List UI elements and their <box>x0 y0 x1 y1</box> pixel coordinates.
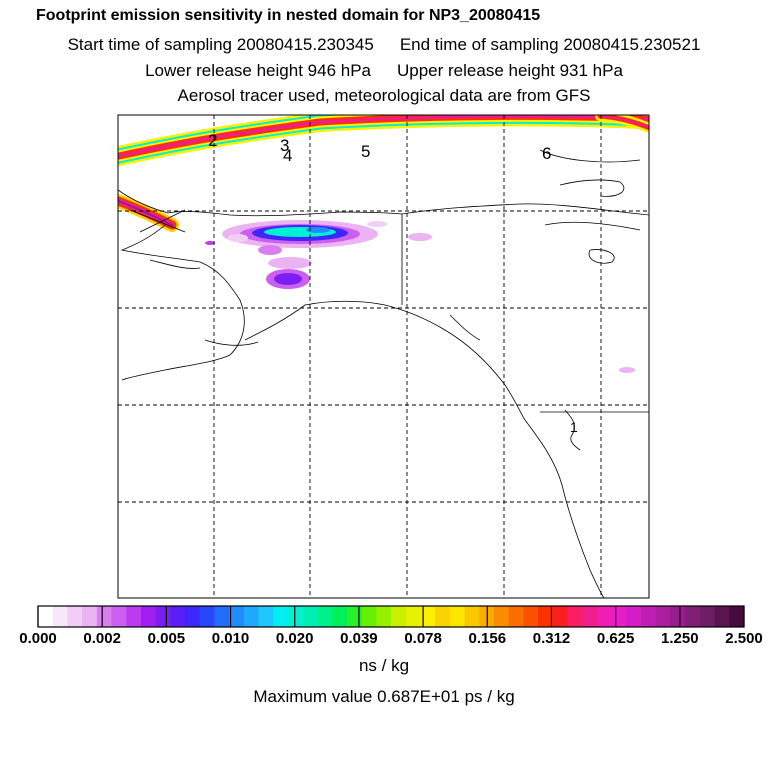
colorbar-tick-label: 0.010 <box>211 630 250 647</box>
colorbar-tick-label: 0.002 <box>83 630 121 647</box>
track-label: 2 <box>208 131 217 150</box>
map-content: 2 3 4 5 6 1 <box>118 115 649 598</box>
colorbar-swatch <box>273 606 289 627</box>
end-time-label: End time of sampling <box>399 35 559 54</box>
colorbar-swatch <box>38 606 54 627</box>
sampling-time-line: Start time of sampling 20080415.230345 En… <box>0 35 768 55</box>
track-band-upper <box>118 115 649 167</box>
colorbar-swatch <box>288 606 304 627</box>
colorbar-swatch <box>243 606 260 627</box>
upper-release-value: 931 hPa <box>559 61 623 80</box>
colorbar-swatch <box>714 606 730 627</box>
colorbar-tick-label: 0.078 <box>404 630 442 647</box>
colorbar-swatch <box>611 606 627 627</box>
colorbar-swatch <box>52 606 68 627</box>
colorbar-swatch <box>111 606 127 627</box>
max-value-label: Maximum value <box>253 687 373 706</box>
colorbar-swatch <box>508 606 524 627</box>
colorbar-ticks <box>37 606 745 627</box>
colorbar-swatch <box>729 606 745 627</box>
colorbar-tick-label: 1.250 <box>661 630 699 647</box>
colorbar-swatch <box>155 606 171 627</box>
upper-release-label: Upper release height <box>397 61 555 80</box>
colorbar-swatch <box>670 606 686 627</box>
colorbar-swatch <box>82 606 98 627</box>
colorbar-swatch <box>552 606 568 627</box>
track-label: 5 <box>361 142 370 161</box>
map-grid <box>118 115 649 598</box>
colorbar-swatch <box>641 606 657 627</box>
map-frame <box>117 114 650 599</box>
colorbar-tick-label: 0.039 <box>340 630 378 647</box>
colorbar-swatch <box>626 606 642 627</box>
colorbar-swatch <box>376 606 392 627</box>
colorbar-tick-label: 0.000 <box>19 630 57 647</box>
colorbar-swatch <box>685 606 701 627</box>
colorbar-swatch <box>229 606 245 627</box>
track-band-lower <box>118 193 179 232</box>
colorbar-tick-label: 0.312 <box>532 630 571 647</box>
track-label: 6 <box>542 144 551 163</box>
colorbar-swatch <box>185 606 201 627</box>
colorbar-swatch <box>67 606 83 627</box>
track-labels: 2 3 4 5 6 1 <box>208 131 578 435</box>
map-background <box>118 115 649 598</box>
colorbar-swatch <box>699 606 715 627</box>
start-time-value: 20080415.230345 <box>236 35 374 54</box>
colorbar-swatch <box>567 606 583 627</box>
lower-release-label: Lower release height <box>145 61 303 80</box>
colorbar-swatch <box>140 606 157 627</box>
end-time-value: 20080415.230521 <box>563 35 701 54</box>
colorbar-swatch <box>420 606 436 627</box>
colorbar-swatch <box>582 606 598 627</box>
colorbar-swatch <box>317 606 333 627</box>
max-value: 0.687E+01 ps / kg <box>377 687 515 706</box>
colorbar-swatch <box>449 606 465 627</box>
colorbar-swatch <box>302 606 318 627</box>
colorbar-swatch <box>538 606 554 627</box>
colorbar <box>38 606 745 627</box>
colorbar-swatch <box>332 606 348 627</box>
colorbar-swatch <box>199 606 215 627</box>
chart-title: Footprint emission sensitivity in nested… <box>36 7 541 24</box>
colorbar-swatch <box>655 606 671 627</box>
track-label: 3 <box>280 136 289 155</box>
colorbar-swatch <box>493 606 510 627</box>
colorbar-swatch <box>96 606 112 627</box>
colorbar-swatch <box>214 606 230 627</box>
lower-release-value: 946 hPa <box>307 61 371 80</box>
colorbar-tick-label: 0.005 <box>147 630 186 647</box>
start-time-label: Start time of sampling <box>67 35 232 54</box>
colorbar-tick-label: 0.020 <box>275 630 314 647</box>
colorbar-swatch <box>391 606 407 627</box>
colorbar-tick-label: 2.500 <box>725 630 763 647</box>
colorbar-swatch <box>170 606 186 627</box>
colorbar-swatch <box>346 606 362 627</box>
colorbar-swatch <box>405 606 421 627</box>
track-label: 4 <box>283 146 292 165</box>
colorbar-swatch <box>435 606 451 627</box>
colorbar-tick-label: 0.625 <box>596 630 635 647</box>
colorbar-swatch <box>596 606 613 627</box>
sensitivity-patches <box>205 220 635 373</box>
coastlines <box>118 149 649 598</box>
colorbar-units: ns / kg <box>358 656 410 675</box>
max-value-line: Maximum value 0.687E+01 ps / kg <box>0 687 768 707</box>
colorbar-swatch <box>464 606 480 627</box>
colorbar-swatch <box>258 606 274 627</box>
receptor-marker: 1 <box>570 419 578 435</box>
colorbar-tick-label: 0.156 <box>468 630 507 647</box>
colorbar-swatch <box>523 606 539 627</box>
colorbar-swatch <box>126 606 142 627</box>
colorbar-swatch <box>361 606 377 627</box>
tracer-note: Aerosol tracer used, meteorological data… <box>177 86 591 105</box>
release-height-line: Lower release height 946 hPa Upper releas… <box>0 61 768 81</box>
